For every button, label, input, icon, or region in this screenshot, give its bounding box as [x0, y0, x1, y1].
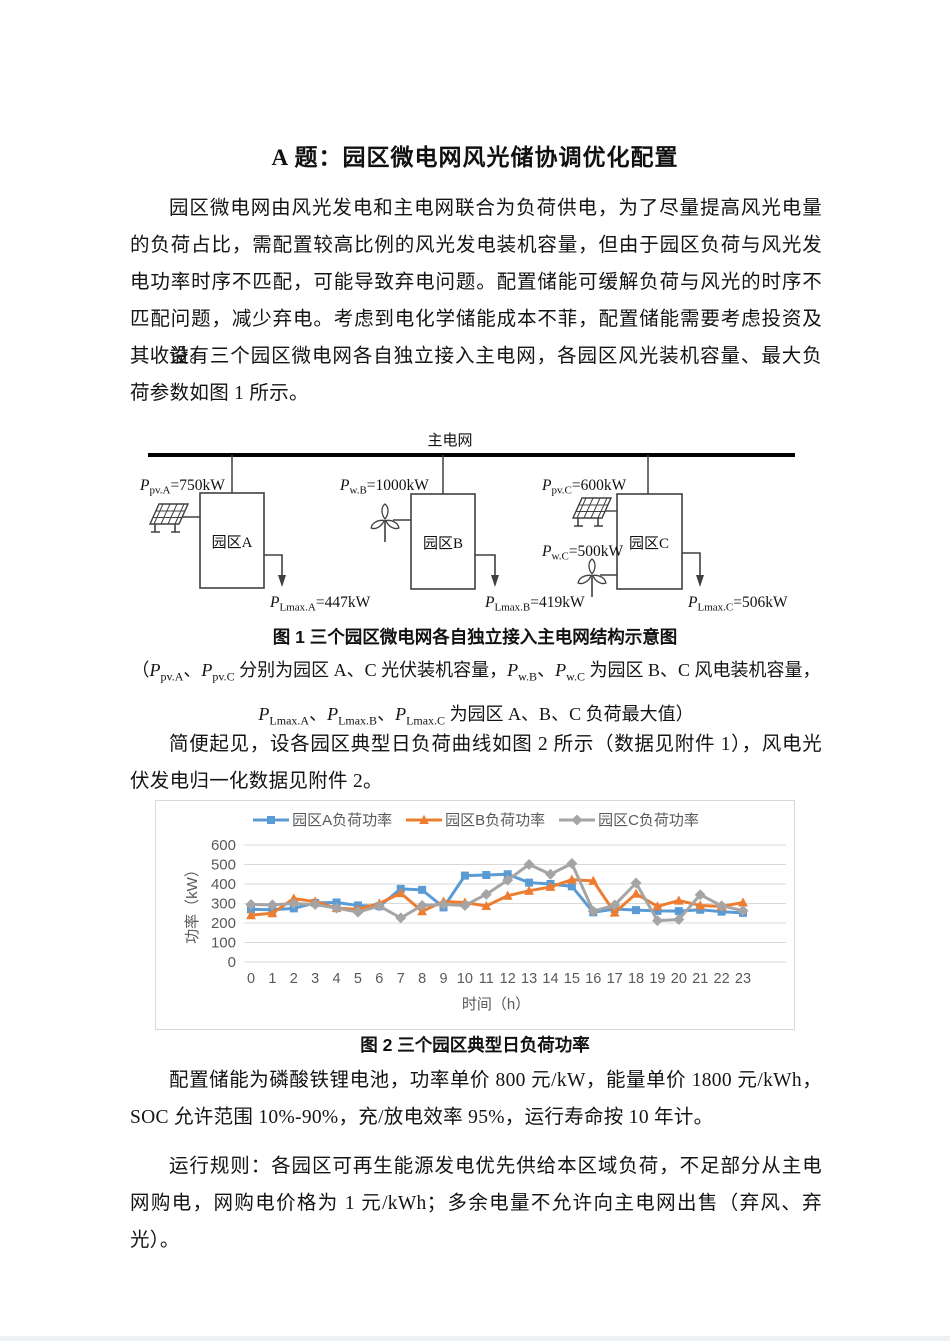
legend-item: 园区A负荷功率 [253, 809, 392, 830]
x-tick-label: 3 [311, 971, 319, 987]
y-tick-label: 300 [211, 896, 236, 913]
load-a-label: PLmax.A=447kW [269, 594, 371, 614]
x-tick-label: 5 [354, 971, 362, 987]
x-tick-label: 16 [585, 971, 601, 987]
legend-item: 园区C负荷功率 [559, 809, 699, 830]
wind-turbine-b [368, 503, 402, 543]
x-tick-label: 2 [290, 971, 298, 987]
x-tick-label: 9 [439, 971, 447, 987]
load-arrow-a [278, 575, 286, 587]
solar-panel-a [149, 503, 189, 533]
paragraph-setup: 设有三个园区微电网各自独立接入主电网，各园区风光装机容量、最大负荷参数如图 1 … [130, 346, 822, 404]
legend-label: 园区C负荷功率 [598, 812, 699, 829]
x-tick-label: 23 [735, 971, 751, 987]
x-tick-label: 7 [397, 971, 405, 987]
x-tick-label: 0 [247, 971, 255, 987]
park-box-c [616, 493, 683, 590]
x-tick-label: 15 [564, 971, 580, 987]
park-c-label: 园区C [629, 535, 669, 552]
series-园区C负荷功率 [245, 858, 749, 927]
x-tick-label: 19 [649, 971, 665, 987]
figure1-note-line2: PLmax.A、PLmax.B、PLmax.C 为园区 A、B、C 负荷最大值） [258, 703, 694, 728]
y-tick-label: 500 [211, 857, 236, 874]
legend-item: 园区B负荷功率 [406, 809, 545, 830]
legend-label: 园区B负荷功率 [445, 812, 546, 829]
y-tick-label: 400 [211, 876, 236, 893]
park-box-b [410, 493, 476, 590]
pv-c-capacity-label: Ppv.C=600kW [541, 477, 627, 497]
paragraph-curves: 简便起见，设各园区典型日负荷曲线如图 2 所示（数据见附件 1），风电光伏发电归… [130, 734, 822, 792]
x-tick-label: 20 [671, 971, 687, 987]
x-tick-label: 14 [542, 971, 558, 987]
figure1-note-line1: （Ppv.A、Ppv.C 分别为园区 A、C 光伏装机容量，Pw.B、Pw.C … [131, 660, 821, 684]
wind-b-capacity-label: Pw.B=1000kW [339, 477, 429, 497]
series-园区A负荷功率 [247, 870, 747, 917]
x-tick-label: 8 [418, 971, 426, 987]
legend-label: 园区A负荷功率 [292, 812, 393, 829]
legend-marker-icon [406, 814, 443, 824]
doc-title: A 题：园区微电网风光储协调优化配置 [271, 145, 679, 170]
load-c-label: PLmax.C=506kW [687, 594, 788, 614]
figure2-chart: 0 100 200 300 400 500 600 0 1 2 3 4 5 6 7 8 9 10 11 12 13 14 1… [155, 800, 795, 1030]
paragraph-rules: 运行规则：各园区可再生能源发电优先供给本区域负荷，不足部分从主电网购电，网购电价… [130, 1156, 822, 1251]
figure2-caption: 图 2 三个园区典型日负荷功率 [360, 1035, 590, 1055]
y-axis-title: 功率（kW） [184, 862, 201, 944]
x-tick-label: 6 [375, 971, 383, 987]
x-tick-label: 22 [714, 971, 730, 987]
load-line-b [475, 554, 496, 577]
y-tick-label: 200 [211, 915, 236, 932]
page-bottom-edge [0, 1336, 950, 1341]
x-tick-label: 4 [333, 971, 341, 987]
figure1-svg: 主电网 园区A 园区B 园区C Ppv.A=750kW PLmax.A=447k… [139, 432, 795, 614]
load-arrow-b [491, 575, 499, 587]
load-line-c [682, 552, 701, 577]
figure1-note: （Ppv.A、Ppv.C 分别为园区 A、C 光伏装机容量，Pw.B、Pw.C … [130, 652, 822, 739]
chart-legend: 园区A负荷功率 园区B负荷功率 园区C负荷功率 [156, 809, 796, 830]
y-tick-label: 600 [211, 837, 236, 854]
solar-panel-c [572, 497, 612, 527]
pv-a-capacity-label: Ppv.A=750kW [139, 477, 225, 497]
x-tick-label: 18 [628, 971, 644, 987]
paragraph-intro: 园区微电网由风光发电和主电网联合为负荷供电，为了尽量提高风光电量的负荷占比，需配… [130, 198, 822, 367]
main-grid-label: 主电网 [427, 432, 472, 449]
wind-turbine-c [575, 558, 609, 598]
x-tick-label: 12 [500, 971, 516, 987]
x-tick-label: 10 [457, 971, 473, 987]
figure1-diagram: 主电网 园区A 园区B 园区C Ppv.A=750kW PLmax.A=447k… [130, 425, 820, 620]
legend-marker-icon [559, 814, 596, 825]
x-axis-title: 时间（h） [461, 996, 531, 1013]
wind-c-capacity-label: Pw.C=500kW [541, 543, 624, 563]
x-tick-label: 17 [607, 971, 623, 987]
x-tick-label: 13 [521, 971, 537, 987]
park-a-label: 园区A [212, 534, 253, 551]
load-arrow-c [696, 575, 704, 587]
load-line-a [264, 554, 283, 577]
paragraph-storage: 配置储能为磷酸铁锂电池，功率单价 800 元/kW，能量单价 1800 元/kW… [130, 1070, 822, 1128]
x-tick-label: 21 [692, 971, 708, 987]
load-b-label: PLmax.B=419kW [484, 594, 585, 614]
legend-marker-icon [253, 815, 290, 824]
x-tick-label: 1 [268, 971, 276, 987]
park-b-label: 园区B [423, 535, 463, 552]
feeder-lines [231, 455, 649, 494]
y-tick-label: 0 [228, 954, 236, 971]
park-box-a [199, 492, 265, 589]
x-tick-label: 11 [479, 971, 494, 987]
y-tick-label: 100 [211, 935, 236, 952]
figure1-caption: 图 1 三个园区微电网各自独立接入主电网结构示意图 [272, 627, 678, 647]
